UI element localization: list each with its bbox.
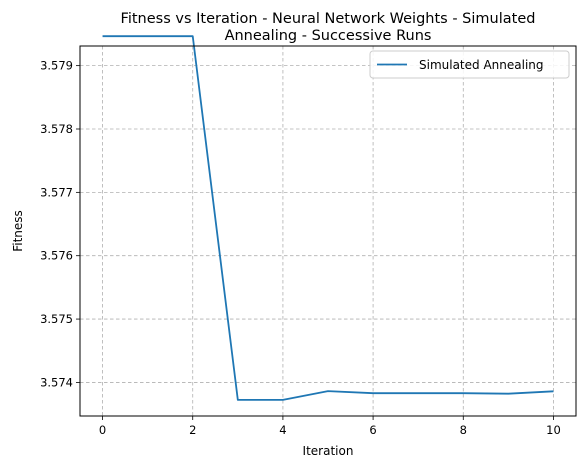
x-tick-label: 10: [546, 423, 561, 437]
y-tick-label: 3.575: [40, 312, 73, 326]
y-tick-label: 3.577: [40, 185, 73, 199]
legend-box: [369, 50, 570, 79]
grid: [80, 46, 576, 416]
y-axis-label: Fitness: [11, 210, 25, 252]
x-tick-label: 4: [279, 423, 286, 437]
y-axis: 3.574 3.575 3.576 3.577 3.578 3.579: [40, 59, 80, 389]
series-line-simulated-annealing: [102, 35, 554, 401]
y-tick-label: 3.576: [40, 249, 73, 263]
legend-label: Simulated Annealing: [419, 58, 544, 72]
plot-area-frame: [79, 45, 577, 417]
x-tick-label: 6: [369, 423, 376, 437]
x-axis-label: Iteration: [303, 444, 354, 458]
x-tick-label: 0: [99, 423, 106, 437]
x-tick-label: 8: [460, 423, 467, 437]
x-axis: 0 2 4 6 8 10: [99, 416, 561, 437]
legend: Simulated Annealing: [369, 50, 570, 79]
y-tick-label: 3.579: [40, 59, 73, 73]
chart-title-line1: Fitness vs Iteration - Neural Network We…: [121, 11, 536, 27]
y-tick-label: 3.578: [40, 122, 73, 136]
chart-title-line2: Annealing - Successive Runs: [225, 28, 432, 44]
series-layer: [102, 35, 554, 401]
y-tick-label: 3.574: [40, 375, 73, 389]
x-tick-label: 2: [189, 423, 196, 437]
